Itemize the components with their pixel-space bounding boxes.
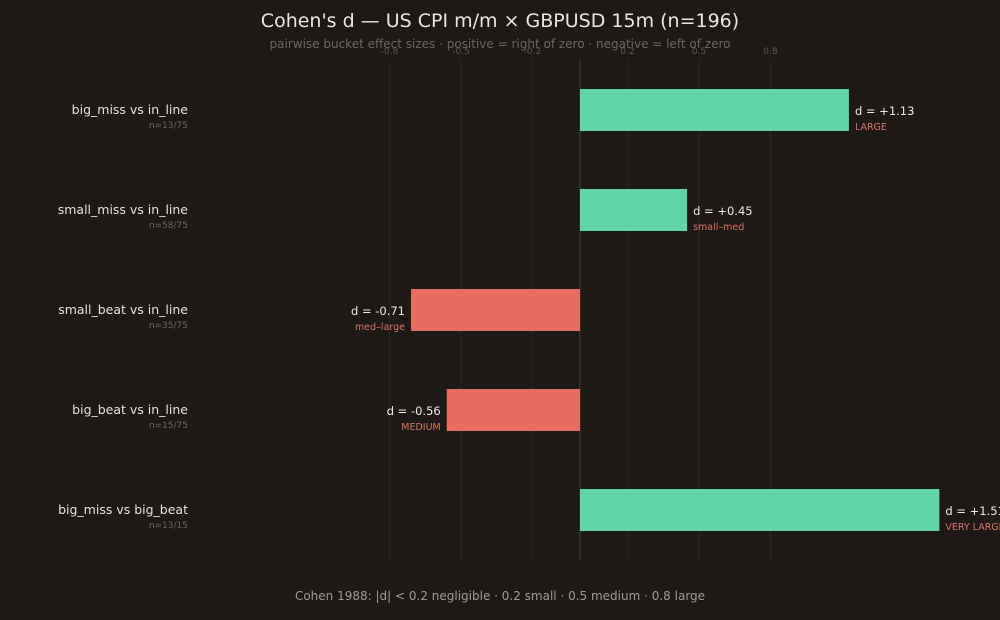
d-value-label: d = +1.13 [855,104,915,118]
row-label: big_miss vs big_beat [58,502,188,517]
chart-footnote: Cohen 1988: |d| < 0.2 negligible · 0.2 s… [294,589,706,603]
row-labels: big_miss vs in_line n=13/75 d = +1.13 LARGE… [58,102,1000,533]
chart-subtitle: pairwise bucket effect sizes · positive … [269,37,731,51]
d-value-label: d = +1.51 [945,504,1000,518]
row-label: small_beat vs in_line [58,302,188,317]
row-label: big_beat vs in_line [72,402,188,417]
x-tick-label: -0.2 [524,47,542,57]
d-value-label: d = +0.45 [693,204,753,218]
bar [580,89,849,131]
bar [580,489,940,531]
row-sample-size: n=15/75 [149,421,188,431]
bars [411,89,940,531]
effect-size-class-label: MEDIUM [401,422,440,433]
x-tick-label: -0.8 [381,47,399,57]
row-label: small_miss vs in_line [58,202,189,217]
d-value-label: d = -0.71 [351,304,405,318]
row-sample-size: n=58/75 [149,221,188,231]
row-sample-size: n=35/75 [149,321,188,331]
x-tick-label: -0.5 [452,47,470,57]
effect-size-class-label: LARGE [855,122,887,133]
row-sample-size: n=13/15 [149,521,188,531]
row-sample-size: n=13/75 [149,121,188,131]
effect-size-class-label: small–med [693,222,744,233]
effect-size-class-label: VERY LARGE [945,522,1000,533]
bar [411,289,580,331]
x-tick-label: 0.2 [620,47,634,57]
x-tick-label: 0.8 [763,47,778,57]
chart-title: Cohen's d — US CPI m/m × GBPUSD 15m (n=1… [260,10,740,32]
x-tick-label: 0.5 [692,47,706,57]
bar [446,389,580,431]
bar [580,189,688,231]
effect-size-class-label: med–large [355,322,405,333]
row-label: big_miss vs in_line [72,102,189,117]
d-value-label: d = -0.56 [387,404,441,418]
